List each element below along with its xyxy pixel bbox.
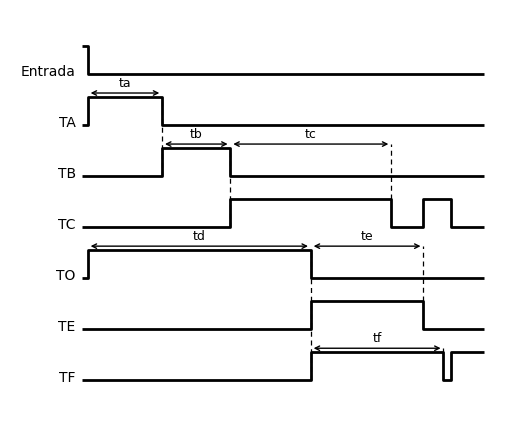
- Text: te: te: [361, 230, 373, 243]
- Text: tb: tb: [190, 128, 203, 141]
- Text: TA: TA: [59, 116, 76, 130]
- Text: Entrada: Entrada: [21, 65, 76, 79]
- Text: tc: tc: [305, 128, 317, 141]
- Text: ta: ta: [119, 77, 131, 90]
- Text: td: td: [193, 230, 206, 243]
- Text: TF: TF: [59, 371, 76, 385]
- Text: TC: TC: [58, 218, 76, 232]
- Text: TE: TE: [59, 320, 76, 334]
- Text: TO: TO: [57, 269, 76, 283]
- Text: tf: tf: [373, 332, 382, 345]
- Text: TB: TB: [58, 166, 76, 181]
